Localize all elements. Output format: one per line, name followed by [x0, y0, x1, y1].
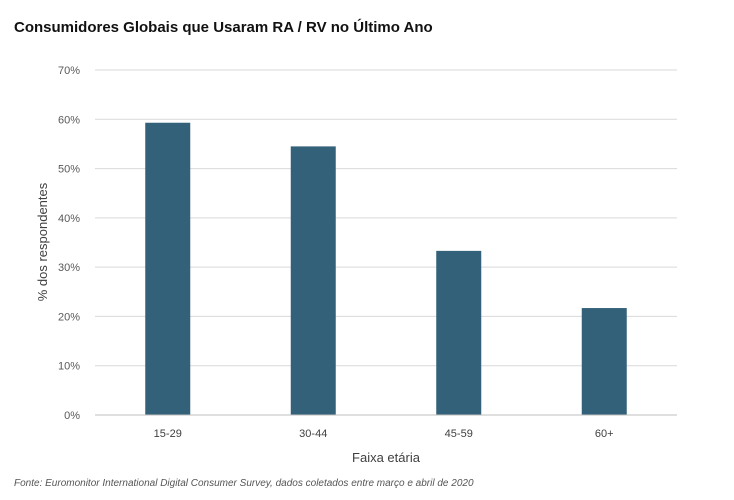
x-tick-label: 15-29: [154, 428, 182, 440]
y-tick-label: 60%: [58, 114, 80, 126]
y-tick-labels: 0% 10% 20% 30% 40% 50% 60% 70%: [58, 65, 80, 422]
bar: [436, 250, 482, 415]
source-note: Fonte: Euromonitor International Digital…: [14, 478, 474, 489]
bar: [581, 308, 627, 415]
x-tick-labels: 15-29 30-44 45-59 60+: [154, 428, 614, 440]
y-tick-label: 10%: [58, 361, 80, 373]
x-tick-label: 30-44: [299, 428, 327, 440]
y-tick-label: 20%: [58, 311, 80, 323]
bars: [145, 122, 627, 415]
x-tick-label: 45-59: [445, 428, 473, 440]
chart-title: Consumidores Globais que Usaram RA / RV …: [14, 19, 433, 36]
y-tick-label: 40%: [58, 213, 80, 225]
x-axis-title: Faixa etária: [352, 450, 421, 465]
y-axis-title: % dos respondentes: [35, 182, 50, 301]
grid-lines: [95, 69, 677, 367]
y-tick-label: 30%: [58, 262, 80, 274]
y-tick-label: 0%: [64, 410, 80, 422]
bar: [145, 122, 191, 415]
y-tick-label: 70%: [58, 65, 80, 77]
x-tick-label: 60+: [595, 428, 614, 440]
y-tick-label: 50%: [58, 164, 80, 176]
bar: [290, 146, 336, 415]
